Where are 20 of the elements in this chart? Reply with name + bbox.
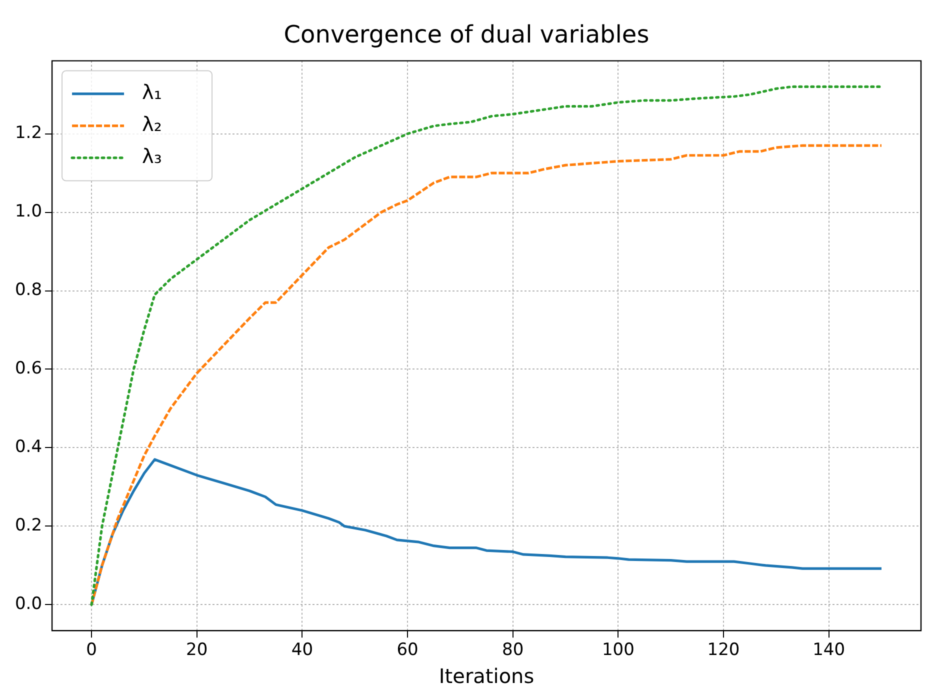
y-tick-label: 0.8 [14,280,42,300]
y-tick-label: 0.4 [14,437,42,458]
legend-label: λ₂ [142,112,162,136]
y-tick-label: 0.2 [14,516,42,536]
x-tick-label: 20 [186,640,208,660]
legend-label: λ₃ [142,144,162,168]
x-tick-label: 120 [707,640,740,660]
x-tick-label: 60 [396,640,418,660]
x-tick-label: 140 [812,640,846,660]
x-axis-title: Iterations [438,664,534,688]
x-tick-label: 0 [86,640,97,660]
y-tick-label: 0.0 [14,594,42,614]
y-tick-label: 0.6 [14,358,42,379]
x-tick-label: 80 [502,640,524,660]
x-tick-label: 40 [291,640,314,660]
x-tick-label: 100 [602,640,634,660]
y-tick-label: 1.2 [14,123,42,144]
y-tick-label: 1.0 [14,202,42,222]
chart-title: Convergence of dual variables [284,20,650,49]
legend-label: λ₁ [142,80,162,104]
